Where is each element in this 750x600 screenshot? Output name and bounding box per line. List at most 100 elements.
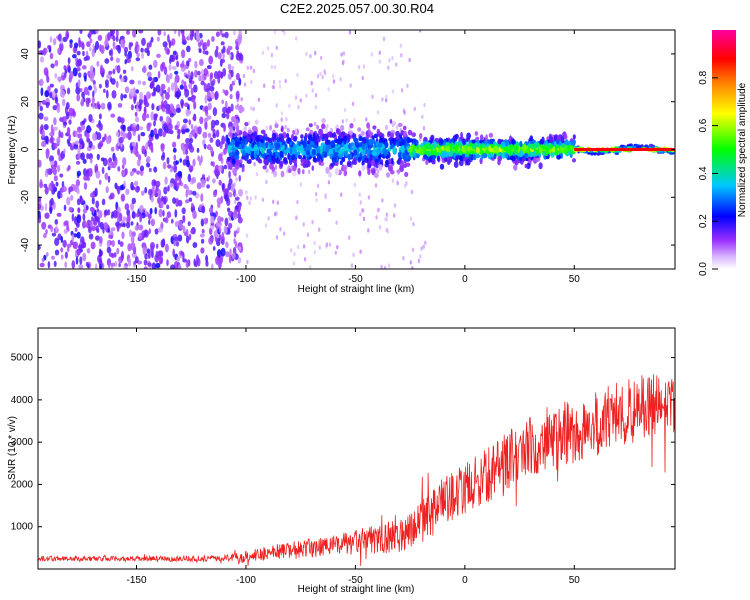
spectrogram-noise-dot	[174, 209, 178, 218]
spectrogram-noise-dot	[162, 210, 165, 217]
spectrogram-noise-dot	[54, 96, 59, 104]
spectrogram-noise-dot	[159, 115, 163, 122]
spectrogram-noise-dot	[187, 189, 192, 196]
spectrogram-signal-dot	[229, 163, 233, 170]
spectrogram-signal-dot	[279, 136, 284, 143]
spectrogram-noise-dot	[153, 166, 158, 173]
spectrogram-faint-dot	[254, 195, 257, 200]
spectrogram-noise-dot	[237, 242, 243, 248]
spectrogram-noise-dot	[99, 64, 104, 74]
spectrogram-faint-dot	[378, 225, 382, 230]
spectrogram-signal-dot	[648, 143, 654, 147]
spectrogram-faint-dot	[229, 53, 232, 59]
spectrogram-faint-dot	[252, 68, 256, 74]
spectrogram-signal-dot	[346, 160, 352, 168]
spectrogram-signal-dot	[391, 121, 397, 126]
snr-frame	[37, 327, 676, 570]
spectrogram-noise-dot	[38, 100, 42, 107]
spectrogram-noise-dot	[134, 256, 139, 264]
spectrogram-noise-dot	[197, 155, 201, 162]
spectrogram-noise-dot	[105, 186, 109, 194]
spectrogram-noise-dot	[76, 170, 82, 177]
spectrogram-faint-dot	[423, 102, 426, 108]
spectrogram-signal-dot	[372, 125, 377, 130]
spectrogram-signal-dot	[459, 155, 463, 162]
spectrogram-noise-dot	[224, 100, 228, 109]
spectrogram-noise-dot	[180, 99, 185, 107]
spectrogram-signal-dot	[234, 141, 240, 148]
spectrogram-noise-dot	[184, 102, 189, 108]
spectrogram-noise-dot	[224, 89, 229, 96]
spectrogram-signal-dot	[355, 143, 360, 148]
spectrogram-signal-dot	[380, 133, 385, 139]
spectrogram-noise-dot	[52, 105, 58, 111]
spectrogram-signal-dot	[271, 132, 277, 140]
spectrogram-noise-dot	[95, 30, 99, 34]
spectrogram-noise-dot	[111, 30, 116, 36]
spectrogram-noise-dot	[150, 147, 154, 153]
spectrogram-signal-dot	[500, 141, 506, 148]
spectrogram-faint-dot	[307, 169, 311, 174]
spectrogram-noise-dot	[204, 94, 208, 104]
spectrogram-noise-dot	[186, 45, 191, 53]
spectrogram-noise-dot	[217, 75, 221, 84]
spectrogram-noise-dot	[95, 170, 101, 179]
spectrogram-noise-dot	[212, 79, 216, 84]
spectrogram-noise-dot	[52, 167, 58, 176]
spectrogram-signal-dot	[274, 123, 279, 129]
spectrogram-faint-dot	[272, 84, 275, 90]
spectrogram-faint-dot	[374, 183, 378, 188]
spectrogram-faint-dot	[266, 46, 270, 51]
spectrogram-noise-dot	[110, 113, 116, 118]
spectrogram-signal-dot	[306, 150, 310, 155]
spectrogram-faint-dot	[419, 254, 422, 259]
spectrogram-faint-dot	[348, 235, 351, 240]
spectrogram-signal-dot	[350, 144, 353, 151]
spectrogram-faint-dot	[421, 114, 424, 120]
spectrogram-noise-dot	[44, 212, 50, 219]
spectrogram-faint-dot	[233, 199, 237, 205]
spectrogram-noise-dot	[154, 133, 160, 140]
spectrogram-signal-dot	[279, 150, 284, 158]
spectrogram-noise-dot	[120, 193, 126, 202]
spectrogram-faint-dot	[376, 208, 380, 213]
spectrogram-noise-dot	[71, 260, 76, 269]
spectrogram-signal-dot	[309, 140, 315, 146]
spectrogram-noise-dot	[120, 77, 125, 83]
spectrogram-noise-dot	[83, 168, 87, 177]
spectrogram-noise-dot	[173, 154, 177, 161]
spectrogram-faint-dot	[267, 216, 270, 221]
spectrogram-noise-dot	[202, 50, 206, 55]
spectrogram-noise-dot	[49, 36, 53, 43]
spectrogram-noise-dot	[163, 66, 168, 76]
spectrogram-signal-dot	[262, 136, 266, 141]
spectrogram-noise-dot	[150, 245, 154, 254]
spectrogram-faint-dot	[378, 50, 381, 55]
x-tick-label: 0	[462, 274, 468, 285]
spectrogram-faint-dot	[406, 83, 409, 89]
spectrogram-signal-dot	[493, 145, 498, 152]
spectrogram-signal-dot	[339, 133, 344, 139]
spectrogram-noise-dot	[163, 31, 166, 36]
spectrogram-noise-dot	[91, 145, 96, 150]
spectrogram-noise-dot	[137, 134, 141, 142]
spectrogram-signal-dot	[497, 138, 502, 145]
spectrogram-faint-dot	[410, 189, 414, 195]
spectrogram-signal-dot	[404, 171, 409, 177]
spectrogram-noise-dot	[186, 60, 190, 67]
spectrogram-signal-dot	[263, 158, 269, 165]
spectrogram-noise-dot	[76, 93, 81, 102]
spectrogram-noise-dot	[141, 145, 146, 153]
spectrogram-noise-dot	[50, 160, 55, 166]
spectrogram-noise-dot	[170, 264, 176, 269]
spectrogram-noise-dot	[78, 72, 82, 78]
spectrogram-signal-dot	[376, 149, 380, 156]
spectrogram-faint-dot	[342, 59, 345, 64]
spectrogram-noise-dot	[147, 76, 153, 82]
x-tick-label: 0	[462, 575, 468, 586]
x-tick-label: -50	[348, 575, 363, 586]
spectrogram-noise-dot	[172, 197, 177, 205]
spectrogram-faint-dot	[279, 84, 282, 89]
spectrogram-noise-dot	[182, 215, 186, 224]
spectrogram-noise-dot	[146, 71, 152, 78]
